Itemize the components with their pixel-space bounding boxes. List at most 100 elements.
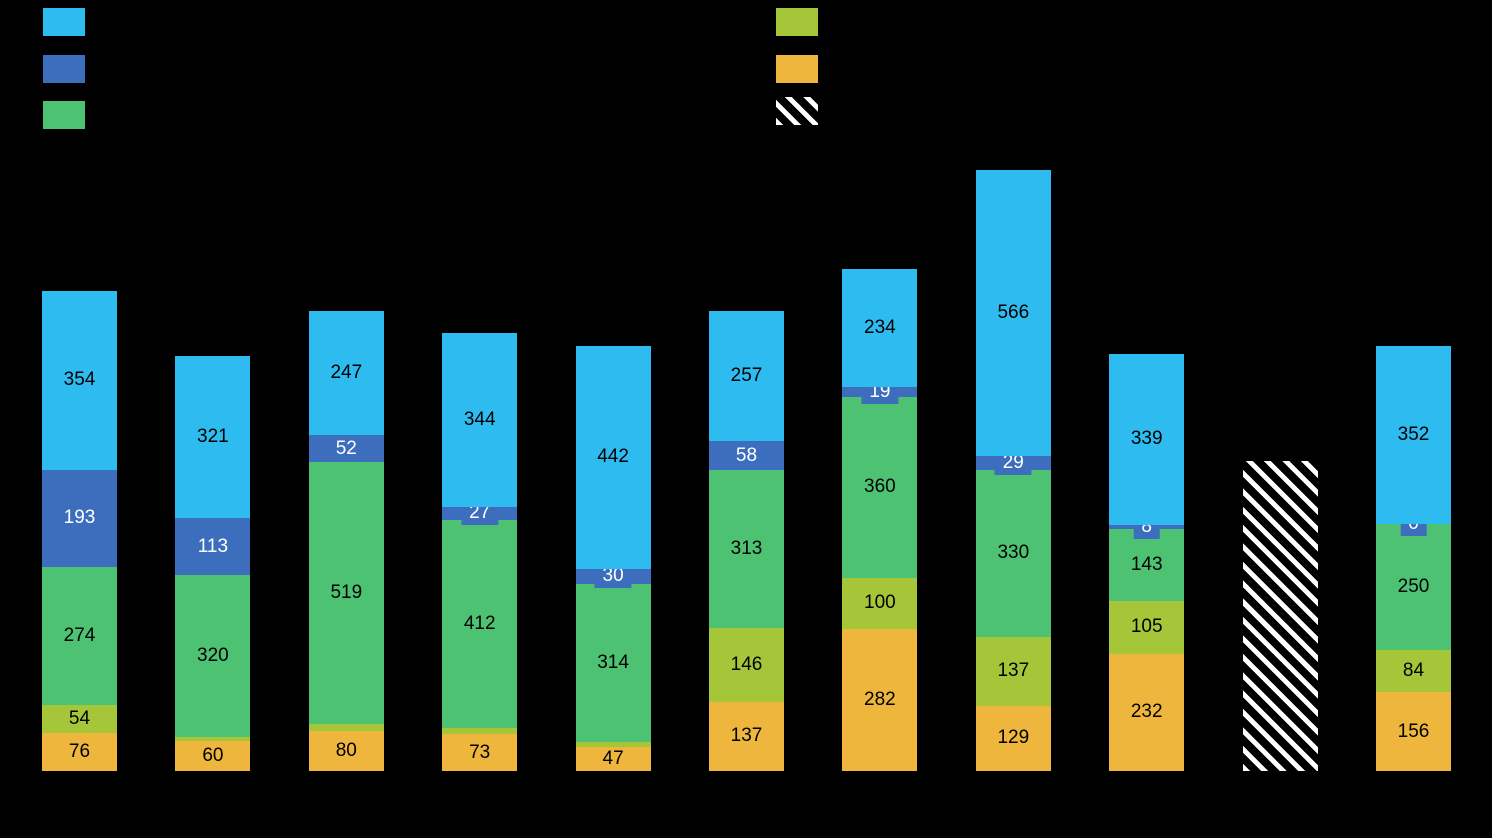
bar-segment-light-blue: 234 [842,268,918,387]
legend-swatch-dark-blue [43,55,85,83]
segment-value-label: 232 [1130,701,1163,723]
stacked-bar-3: 80 519 52 247 [308,310,384,771]
stacked-bar-4: 73 412 27 344 [442,332,518,771]
segment-value-label: 52 [327,436,365,461]
segment-value-label: 47 [602,748,624,770]
bar-segment-dark-blue: 52 [308,435,384,462]
bar-segment-dark-blue: 19 [842,379,918,404]
segment-value-label: 137 [997,660,1030,682]
bar-segment-yellow-green: 137 [975,636,1051,706]
bar-segment-green: 320 [175,575,251,737]
segment-value-label: 313 [730,538,763,560]
bar-segment-green: 314 [575,583,651,743]
bar-segment-green: 519 [308,461,384,724]
bar-segment-orange: 80 [308,730,384,771]
stacked-bar-6: 137 146 313 58 257 [709,311,784,771]
bar-segment-light-blue: 247 [308,310,384,436]
bar-segment-dark-blue: 27 [442,501,518,526]
segment-value-label: 354 [63,369,96,391]
segment-value-label: 80 [335,739,357,761]
segment-value-label: 250 [1397,575,1430,597]
bar-segment-orange: 129 [975,705,1051,771]
bar-segment-green: 313 [709,470,784,629]
segment-value-label: 360 [864,476,896,498]
segment-value-label: 234 [864,316,896,338]
segment-value-label: 58 [727,443,766,468]
stacked-bar-10 [1242,460,1318,771]
stacked-bar-11: 156842500352 [1376,346,1451,771]
segment-value-label: 76 [68,740,91,762]
bar-segment-orange: 156 [1376,692,1451,771]
bar-segment-green: 360 [842,396,918,579]
bar-segment-yellow-green [308,723,384,731]
segment-value-label: 412 [463,613,496,635]
bar-segment-light-blue: 321 [175,356,251,519]
segment-value-label: 156 [1397,720,1430,742]
segment-value-label: 193 [55,506,104,531]
bar-segment-green: 412 [442,520,518,729]
segment-value-label: 257 [730,365,763,387]
bar-segment-yellow-green: 146 [709,628,784,702]
bar-segment-yellow-green: 105 [1109,600,1185,654]
segment-value-label: 137 [730,725,763,747]
legend-swatch-hatched [776,97,818,125]
segment-value-label: 146 [730,654,763,676]
bar-segment-yellow-green [442,728,518,735]
segment-value-label: 105 [1130,616,1163,638]
stacked-bar-5: 47 314 30 442 [575,345,651,771]
stacked-bar-7: 282 100 360 19 234 [842,268,918,771]
bar-segment-yellow-green [175,736,251,741]
bar-segment-green: 274 [42,567,117,706]
bar-segment-yellow-green [575,742,651,748]
bar-segment-yellow-green: 100 [842,578,918,629]
segment-value-label: 129 [997,727,1030,749]
stacked-bar-2: 60 320 113 321 [175,356,251,771]
segment-value-label: 314 [597,652,629,673]
bar-segment-orange: 76 [42,732,117,771]
bar-segment-orange: 47 [575,747,651,771]
legend-swatch-yellow-green [776,8,818,36]
bar-segment-light-blue: 442 [575,345,651,569]
bar-segment-dark-blue: 58 [709,440,784,471]
segment-value-label: 247 [330,362,363,384]
segment-value-label: 54 [68,708,91,730]
stacked-bar-8: 129 137 330 29 566 [975,169,1051,771]
segment-value-label: 339 [1130,428,1163,450]
bar-segment-yellow-green: 84 [1376,649,1451,693]
hatched-bar-segment [1242,460,1318,771]
segment-value-label: 73 [469,741,491,763]
bar-segment-light-blue: 566 [975,169,1051,456]
bar-segment-light-blue: 344 [442,332,518,507]
segment-value-label: 321 [197,426,229,448]
bar-segment-light-blue: 354 [42,291,117,470]
bar-segment-yellow-green: 54 [42,705,117,733]
stacked-bar-9: 232 105 143 8 339 [1109,353,1185,771]
bar-segment-orange: 232 [1109,653,1185,771]
legend-swatch-light-blue [43,8,85,36]
bar-segment-dark-blue: 8 [1109,514,1185,539]
segment-value-label: 60 [202,744,224,766]
stacked-bar-1: 76 54 274 193 354 [42,291,117,771]
segment-value-label: 84 [1402,660,1425,682]
bar-segment-orange: 282 [842,628,918,771]
bar-segment-dark-blue: 29 [975,450,1051,475]
bar-segment-light-blue: 257 [709,311,784,441]
segment-value-label: 442 [597,446,629,468]
bar-segment-dark-blue: 193 [42,469,117,568]
segment-value-label: 143 [1130,553,1163,575]
bar-segment-orange: 60 [175,740,251,771]
segment-value-label: 330 [997,542,1030,564]
bar-segment-dark-blue: 113 [175,518,251,576]
bar-segment-orange: 137 [709,701,784,771]
segment-value-label: 100 [864,592,896,614]
bar-segment-light-blue: 339 [1109,353,1185,525]
segment-value-label: 113 [189,534,237,559]
segment-value-label: 320 [197,644,229,666]
bar-segment-light-blue: 352 [1376,346,1451,524]
bar-segment-green: 330 [975,470,1051,637]
legend-swatch-orange [776,55,818,83]
segment-value-label: 566 [997,301,1030,323]
bar-segment-orange: 73 [442,734,518,771]
legend-swatch-green [43,101,85,129]
